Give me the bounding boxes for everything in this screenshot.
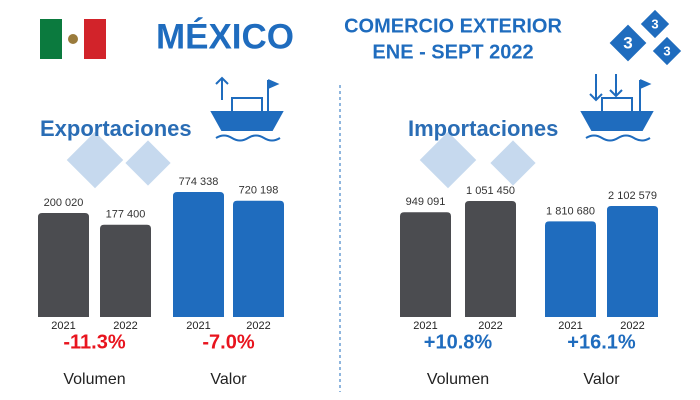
logo-digit: 3 — [663, 43, 670, 58]
chart-label: Valor — [583, 371, 620, 388]
value-label: 1 810 680 — [546, 205, 595, 217]
ship-icon — [210, 76, 284, 142]
value-label: 949 091 — [406, 196, 446, 208]
chart-label: Valor — [210, 371, 247, 388]
bar — [100, 224, 151, 317]
value-label: 774 338 — [179, 176, 219, 188]
subtitle: COMERCIO EXTERIOR — [344, 15, 562, 37]
section-title: Importaciones — [408, 116, 558, 141]
section-title: Exportaciones — [40, 116, 192, 141]
bar — [607, 206, 658, 317]
flag — [40, 19, 106, 59]
logo: 3 3 3 — [609, 9, 682, 66]
value-label: 2 102 579 — [608, 190, 657, 202]
x-tick-label: 2021 — [186, 320, 210, 332]
bar — [400, 212, 451, 317]
subtitle: ENE - SEPT 2022 — [372, 41, 533, 63]
bar — [545, 221, 596, 317]
x-tick-label: 2021 — [558, 320, 582, 332]
value-label: 177 400 — [106, 209, 146, 221]
chart-label: Volumen — [427, 371, 489, 388]
x-tick-label: 2022 — [620, 320, 644, 332]
change-label: +10.8% — [424, 331, 493, 353]
x-tick-label: 2021 — [51, 320, 75, 332]
value-label: 1 051 450 — [466, 185, 515, 197]
bar — [173, 192, 224, 317]
ship-icon — [580, 74, 654, 142]
x-tick-label: 2021 — [413, 320, 437, 332]
x-tick-label: 2022 — [478, 320, 502, 332]
bar — [465, 201, 516, 317]
value-label: 720 198 — [239, 185, 279, 197]
logo-digit: 3 — [623, 33, 632, 52]
change-label: +16.1% — [567, 331, 636, 353]
x-tick-label: 2022 — [246, 320, 270, 332]
logo-digit: 3 — [651, 16, 658, 31]
value-label: 200 020 — [44, 197, 84, 209]
x-tick-label: 2022 — [113, 320, 137, 332]
change-label: -11.3% — [63, 331, 125, 353]
bar — [233, 200, 284, 317]
change-label: -7.0% — [202, 331, 254, 353]
title: MÉXICO — [156, 16, 294, 56]
chart-label: Volumen — [63, 371, 125, 388]
bar — [38, 213, 89, 317]
